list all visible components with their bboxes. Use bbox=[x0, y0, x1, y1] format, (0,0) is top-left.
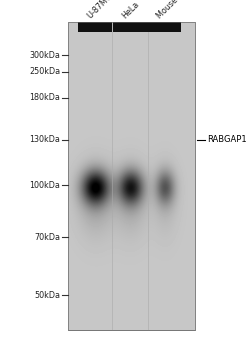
Text: Mouse brain: Mouse brain bbox=[155, 0, 196, 20]
Text: 130kDa: 130kDa bbox=[29, 135, 60, 145]
FancyBboxPatch shape bbox=[68, 22, 195, 330]
Text: 70kDa: 70kDa bbox=[34, 232, 60, 241]
FancyBboxPatch shape bbox=[113, 22, 147, 32]
FancyBboxPatch shape bbox=[78, 22, 112, 32]
Text: HeLa: HeLa bbox=[121, 0, 141, 20]
Text: 100kDa: 100kDa bbox=[29, 181, 60, 189]
Text: 180kDa: 180kDa bbox=[29, 93, 60, 103]
Text: 300kDa: 300kDa bbox=[29, 50, 60, 60]
Text: 50kDa: 50kDa bbox=[34, 290, 60, 300]
Text: 250kDa: 250kDa bbox=[29, 68, 60, 77]
Text: RABGAP1: RABGAP1 bbox=[207, 135, 247, 145]
Text: U-87MG: U-87MG bbox=[86, 0, 115, 20]
FancyBboxPatch shape bbox=[147, 22, 181, 32]
